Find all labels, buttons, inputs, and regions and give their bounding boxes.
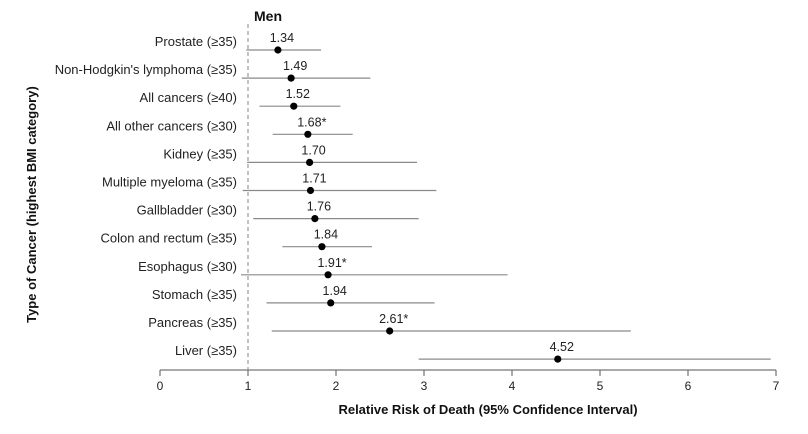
relative-risk-point — [274, 46, 282, 54]
relative-risk-label: 1.94 — [323, 284, 347, 298]
relative-risk-label: 1.70 — [301, 143, 325, 157]
y-axis-title: Type of Cancer (highest BMI category) — [24, 86, 39, 323]
category-label: Prostate (≥35) — [155, 34, 237, 49]
forest-rows: Prostate (≥35) 1.34 Non-Hodgkin's lymphoma… — [55, 31, 771, 363]
x-tick-label: 7 — [773, 379, 780, 393]
relative-risk-point — [324, 271, 332, 279]
x-axis-ticks: 0 1 2 3 4 5 6 7 — [157, 370, 780, 393]
relative-risk-label: 1.52 — [286, 87, 310, 101]
x-axis-title: Relative Risk of Death (95% Confidence I… — [338, 402, 637, 417]
relative-risk-label: 1.68* — [297, 115, 326, 129]
relative-risk-label: 1.91* — [317, 256, 346, 270]
relative-risk-label: 2.61* — [379, 312, 408, 326]
relative-risk-label: 4.52 — [550, 340, 574, 354]
relative-risk-label: 1.76 — [307, 200, 331, 214]
relative-risk-label: 1.34 — [270, 31, 294, 45]
category-label: Non-Hodgkin's lymphoma (≥35) — [55, 62, 237, 77]
relative-risk-label: 1.49 — [283, 59, 307, 73]
x-tick-label: 2 — [333, 379, 340, 393]
relative-risk-point — [287, 74, 295, 82]
chart-title: Men — [254, 8, 282, 24]
relative-risk-point — [386, 327, 394, 335]
category-label: Gallbladder (≥30) — [137, 203, 237, 218]
relative-risk-point — [306, 158, 314, 166]
category-label: Stomach (≥35) — [152, 287, 237, 302]
relative-risk-point — [311, 215, 319, 223]
relative-risk-label: 1.84 — [314, 228, 338, 242]
relative-risk-point — [327, 299, 335, 307]
x-tick-label: 4 — [509, 379, 516, 393]
relative-risk-label: 1.71 — [302, 172, 326, 186]
category-label: Liver (≥35) — [175, 343, 237, 358]
x-tick-label: 1 — [245, 379, 252, 393]
category-label: Pancreas (≥35) — [148, 315, 237, 330]
x-tick-label: 6 — [685, 379, 692, 393]
relative-risk-point — [290, 102, 298, 110]
category-label: All other cancers (≥30) — [106, 118, 237, 133]
category-label: Colon and rectum (≥35) — [101, 231, 237, 246]
category-label: All cancers (≥40) — [140, 90, 237, 105]
relative-risk-point — [306, 186, 315, 195]
category-label: Kidney (≥35) — [163, 146, 237, 161]
relative-risk-point — [304, 130, 312, 138]
category-label: Esophagus (≥30) — [138, 259, 237, 274]
x-tick-label: 5 — [597, 379, 604, 393]
relative-risk-point — [554, 355, 562, 363]
x-tick-label: 3 — [421, 379, 428, 393]
category-label: Multiple myeloma (≥35) — [102, 175, 237, 190]
relative-risk-point — [318, 243, 326, 251]
x-tick-label: 0 — [157, 379, 164, 393]
